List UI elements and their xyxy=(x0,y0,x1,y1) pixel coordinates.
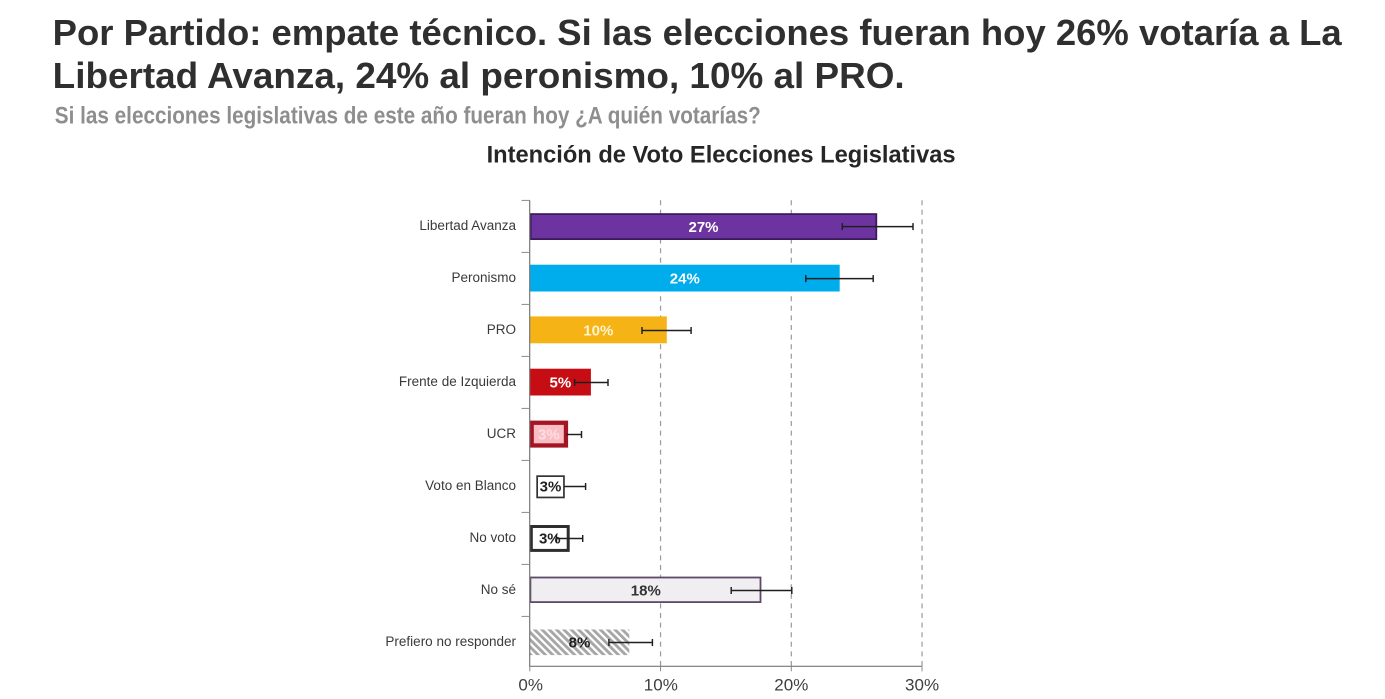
svg-text:Si las elecciones legislativas: Si las elecciones legislativas de este a… xyxy=(55,103,761,130)
svg-text:Por Partido: empate técnico. S: Por Partido: empate técnico. Si las elec… xyxy=(53,12,1343,53)
svg-text:20%: 20% xyxy=(774,676,808,695)
svg-text:5%: 5% xyxy=(550,375,572,392)
svg-text:24%: 24% xyxy=(670,271,700,288)
svg-text:Intención de Voto Elecciones L: Intención de Voto Elecciones Legislativa… xyxy=(487,141,956,168)
svg-text:UCR: UCR xyxy=(487,426,516,441)
svg-text:8%: 8% xyxy=(569,635,591,652)
svg-text:Frente de Izquierda: Frente de Izquierda xyxy=(399,374,517,389)
svg-text:3%: 3% xyxy=(538,427,560,444)
svg-text:Peronismo: Peronismo xyxy=(451,270,516,285)
svg-text:PRO: PRO xyxy=(487,322,516,337)
svg-text:10%: 10% xyxy=(644,676,678,695)
svg-text:Prefiero no responder: Prefiero no responder xyxy=(385,634,516,649)
svg-text:3%: 3% xyxy=(540,479,562,496)
svg-text:27%: 27% xyxy=(688,219,718,236)
svg-text:No voto: No voto xyxy=(469,530,516,545)
svg-text:10%: 10% xyxy=(583,322,613,339)
svg-text:0%: 0% xyxy=(518,676,543,695)
svg-text:Libertad Avanza: Libertad Avanza xyxy=(419,218,516,233)
svg-text:Libertad Avanza, 24% al peroni: Libertad Avanza, 24% al peronismo, 10% a… xyxy=(53,55,905,96)
svg-text:Voto en Blanco: Voto en Blanco xyxy=(425,478,516,493)
svg-text:30%: 30% xyxy=(905,676,939,695)
svg-text:18%: 18% xyxy=(631,583,661,600)
svg-text:No sé: No sé xyxy=(481,582,516,597)
svg-text:3%: 3% xyxy=(539,531,561,548)
